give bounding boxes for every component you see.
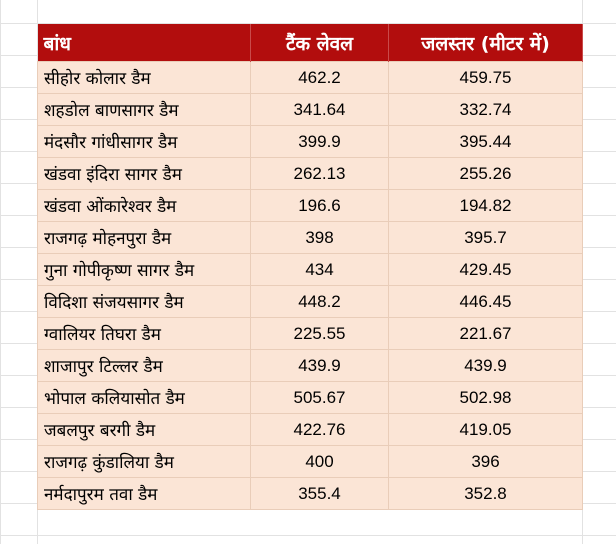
- cell-water-level[interactable]: 221.67: [388, 317, 583, 350]
- table-row: गुना गोपीकृष्ण सागर डैम 434 429.45: [37, 253, 583, 286]
- cell-tank-level[interactable]: 225.55: [250, 317, 389, 350]
- table-row: खंडवा ओंकारेश्वर डैम 196.6 194.82: [37, 189, 583, 222]
- header-water-level[interactable]: जलस्तर (मीटर में): [388, 24, 583, 62]
- cell-water-level[interactable]: 396: [388, 445, 583, 478]
- cell-dam-name[interactable]: मंदसौर गांधीसागर डैम: [37, 125, 251, 158]
- cell-water-level[interactable]: 419.05: [388, 413, 583, 446]
- table-body: सीहोर कोलार डैम 462.2 459.75 शहडोल बाणसागर …: [37, 61, 583, 510]
- grid-line: [582, 0, 583, 544]
- cell-tank-level[interactable]: 398: [250, 221, 389, 254]
- cell-dam-name[interactable]: भोपाल कलियासोत डैम: [37, 381, 251, 414]
- table-row: सीहोर कोलार डैम 462.2 459.75: [37, 61, 583, 94]
- cell-tank-level[interactable]: 422.76: [250, 413, 389, 446]
- cell-water-level[interactable]: 395.44: [388, 125, 583, 158]
- cell-tank-level[interactable]: 505.67: [250, 381, 389, 414]
- cell-water-level[interactable]: 332.74: [388, 93, 583, 126]
- cell-tank-level[interactable]: 196.6: [250, 189, 389, 222]
- cell-tank-level[interactable]: 262.13: [250, 157, 389, 190]
- table-row: विदिशा संजयसागर डैम 448.2 446.45: [37, 285, 583, 318]
- cell-tank-level[interactable]: 439.9: [250, 349, 389, 382]
- table-row: ग्वालियर तिघरा डैम 225.55 221.67: [37, 317, 583, 350]
- cell-water-level[interactable]: 395.7: [388, 221, 583, 254]
- table-row: राजगढ़ कुंडालिया डैम 400 396: [37, 445, 583, 478]
- cell-dam-name[interactable]: नर्मदापुरम तवा डैम: [37, 477, 251, 510]
- table-row: मंदसौर गांधीसागर डैम 399.9 395.44: [37, 125, 583, 158]
- header-dam[interactable]: बांध: [37, 24, 251, 62]
- cell-tank-level[interactable]: 399.9: [250, 125, 389, 158]
- cell-water-level[interactable]: 194.82: [388, 189, 583, 222]
- header-tank-level[interactable]: टैंक लेवल: [250, 24, 389, 62]
- cell-dam-name[interactable]: राजगढ़ कुंडालिया डैम: [37, 445, 251, 478]
- cell-water-level[interactable]: 352.8: [388, 477, 583, 510]
- table-row: नर्मदापुरम तवा डैम 355.4 352.8: [37, 477, 583, 510]
- cell-dam-name[interactable]: खंडवा ओंकारेश्वर डैम: [37, 189, 251, 222]
- header-row: बांध टैंक लेवल जलस्तर (मीटर में): [37, 24, 583, 62]
- cell-dam-name[interactable]: जबलपुर बरगी डैम: [37, 413, 251, 446]
- cell-water-level[interactable]: 502.98: [388, 381, 583, 414]
- cell-water-level[interactable]: 446.45: [388, 285, 583, 318]
- cell-dam-name[interactable]: विदिशा संजयसागर डैम: [37, 285, 251, 318]
- cell-tank-level[interactable]: 341.64: [250, 93, 389, 126]
- dam-water-level-table: बांध टैंक लेवल जलस्तर (मीटर में) सीहोर क…: [37, 24, 583, 510]
- cell-tank-level[interactable]: 400: [250, 445, 389, 478]
- cell-water-level[interactable]: 255.26: [388, 157, 583, 190]
- table-row: जबलपुर बरगी डैम 422.76 419.05: [37, 413, 583, 446]
- table-row: भोपाल कलियासोत डैम 505.67 502.98: [37, 381, 583, 414]
- cell-dam-name[interactable]: शहडोल बाणसागर डैम: [37, 93, 251, 126]
- cell-water-level[interactable]: 429.45: [388, 253, 583, 286]
- cell-dam-name[interactable]: खंडवा इंदिरा सागर डैम: [37, 157, 251, 190]
- table-row: राजगढ़ मोहनपुरा डैम 398 395.7: [37, 221, 583, 254]
- table-row: खंडवा इंदिरा सागर डैम 262.13 255.26: [37, 157, 583, 190]
- cell-water-level[interactable]: 459.75: [388, 61, 583, 94]
- cell-tank-level[interactable]: 355.4: [250, 477, 389, 510]
- cell-tank-level[interactable]: 448.2: [250, 285, 389, 318]
- cell-dam-name[interactable]: गुना गोपीकृष्ण सागर डैम: [37, 253, 251, 286]
- table-row: शाजापुर टिल्लर डैम 439.9 439.9: [37, 349, 583, 382]
- cell-dam-name[interactable]: सीहोर कोलार डैम: [37, 61, 251, 94]
- cell-tank-level[interactable]: 462.2: [250, 61, 389, 94]
- cell-dam-name[interactable]: राजगढ़ मोहनपुरा डैम: [37, 221, 251, 254]
- cell-dam-name[interactable]: ग्वालियर तिघरा डैम: [37, 317, 251, 350]
- cell-tank-level[interactable]: 434: [250, 253, 389, 286]
- table-row: शहडोल बाणसागर डैम 341.64 332.74: [37, 93, 583, 126]
- cell-dam-name[interactable]: शाजापुर टिल्लर डैम: [37, 349, 251, 382]
- cell-water-level[interactable]: 439.9: [388, 349, 583, 382]
